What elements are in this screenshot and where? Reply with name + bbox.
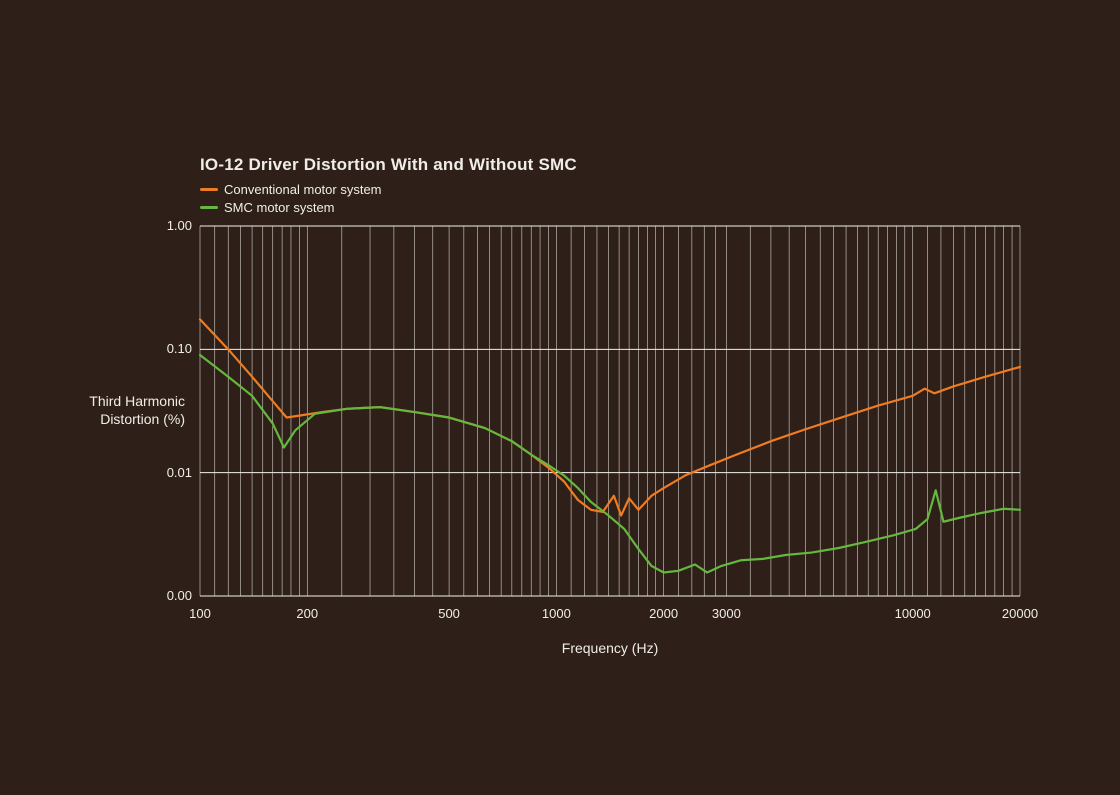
y-tick-label: 0.01 xyxy=(167,465,192,480)
y-tick-label: 1.00 xyxy=(167,218,192,233)
distortion-chart: IO-12 Driver Distortion With and Without… xyxy=(0,0,1120,795)
x-axis-label: Frequency (Hz) xyxy=(200,640,1020,656)
x-tick-label: 500 xyxy=(424,606,474,621)
x-tick-label: 20000 xyxy=(995,606,1045,621)
y-tick-label: 0.00 xyxy=(167,588,192,603)
legend-label-conventional: Conventional motor system xyxy=(224,182,382,197)
chart-title: IO-12 Driver Distortion With and Without… xyxy=(200,155,577,175)
x-tick-label: 100 xyxy=(175,606,225,621)
legend-item-conventional: Conventional motor system xyxy=(200,180,382,198)
x-tick-label: 1000 xyxy=(531,606,581,621)
legend-label-smc: SMC motor system xyxy=(224,200,335,215)
x-tick-label: 3000 xyxy=(701,606,751,621)
legend-item-smc: SMC motor system xyxy=(200,198,382,216)
legend: Conventional motor system SMC motor syst… xyxy=(200,180,382,216)
legend-swatch-conventional xyxy=(200,188,218,191)
x-tick-label: 2000 xyxy=(639,606,689,621)
legend-swatch-smc xyxy=(200,206,218,209)
x-tick-label: 10000 xyxy=(888,606,938,621)
plot-area xyxy=(200,226,1020,596)
y-axis-label: Third Harmonic Distortion (%) xyxy=(45,392,185,428)
y-tick-label: 0.10 xyxy=(167,341,192,356)
x-tick-label: 200 xyxy=(282,606,332,621)
